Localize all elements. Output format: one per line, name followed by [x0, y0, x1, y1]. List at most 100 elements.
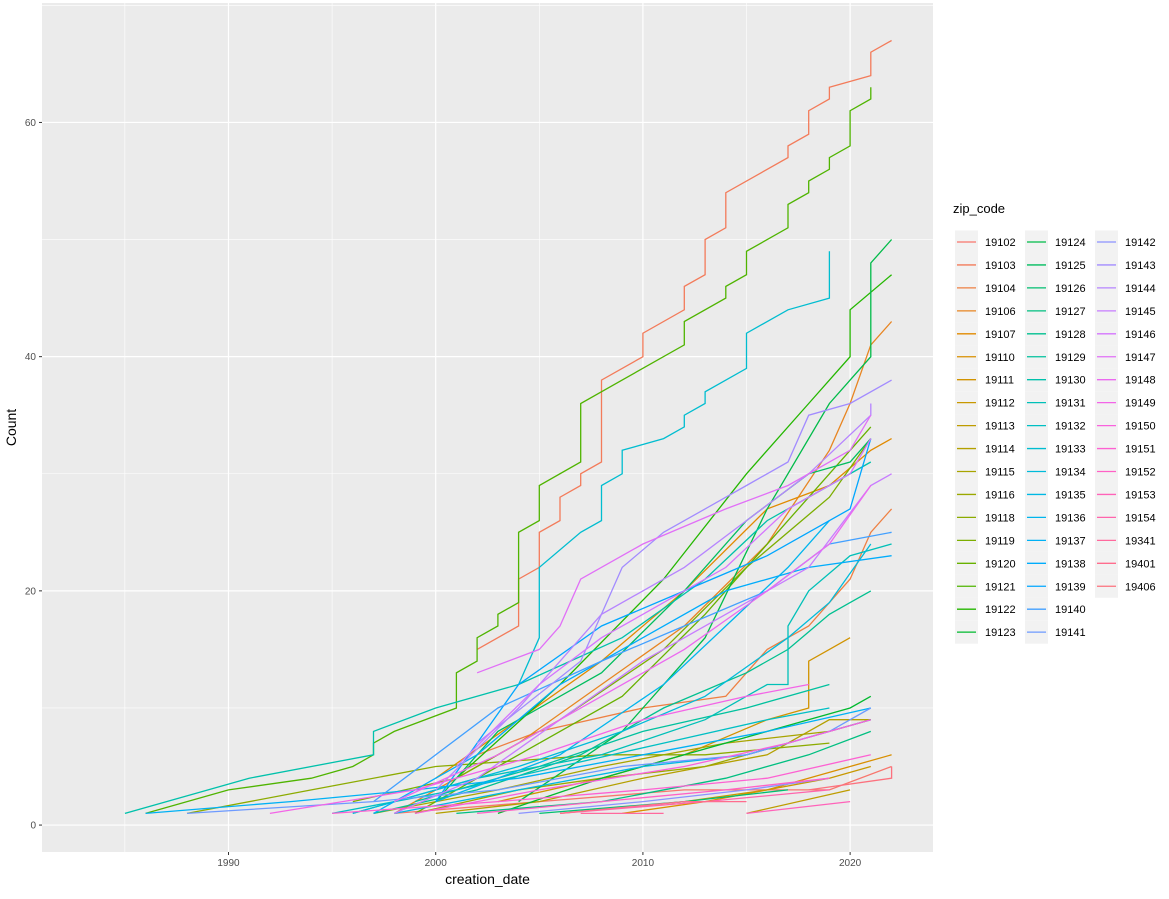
legend-label: 19147 [1125, 352, 1156, 364]
series-line-19131 [352, 543, 892, 815]
legend-item: 19122 [955, 597, 1016, 621]
y-tick-label: 0 [30, 821, 36, 832]
legend-item: 19128 [1025, 322, 1086, 346]
legend-label: 19123 [985, 627, 1016, 639]
legend-label: 19150 [1125, 421, 1156, 433]
legend-item: 19119 [955, 528, 1015, 552]
legend-label: 19104 [985, 283, 1016, 295]
legend-item: 19129 [1025, 345, 1086, 369]
series-line-19121 [145, 87, 872, 815]
legend-item: 19142 [1095, 230, 1156, 254]
legend-item: 19125 [1025, 253, 1086, 277]
legend-item: 19115 [955, 460, 1015, 483]
legend-item: 19136 [1025, 505, 1086, 529]
legend-item: 19149 [1095, 391, 1156, 415]
legend-item: 19131 [1025, 391, 1086, 415]
legend-label: 19131 [1055, 398, 1086, 410]
legend-label: 19145 [1125, 306, 1156, 318]
legend: zip_code 19102 19103 19104 19106 19107 19110 19… [953, 201, 1156, 644]
legend-label: 19135 [1055, 489, 1086, 501]
legend-item: 19143 [1095, 253, 1156, 277]
legend-label: 19122 [985, 604, 1016, 616]
legend-label: 19103 [985, 260, 1016, 272]
legend-item: 19154 [1095, 505, 1156, 529]
legend-item: 19114 [955, 437, 1015, 461]
legend-item: 19141 [1025, 620, 1086, 644]
legend-label: 19142 [1125, 237, 1156, 249]
legend-item: 19120 [955, 551, 1016, 575]
legend-item: 19110 [955, 345, 1015, 369]
legend-label: 19126 [1055, 283, 1086, 295]
plot-panel [42, 3, 933, 852]
legend-item: 19341 [1095, 528, 1156, 552]
legend-item: 19144 [1095, 276, 1156, 300]
legend-label: 19112 [985, 398, 1015, 410]
series-line-19127 [456, 730, 872, 815]
legend-item: 19137 [1025, 528, 1086, 552]
legend-item: 19116 [955, 482, 1015, 506]
series-line-19147 [476, 414, 872, 674]
legend-item: 19145 [1095, 299, 1156, 323]
legend-label: 19153 [1125, 489, 1156, 501]
legend-label: 19132 [1055, 421, 1086, 433]
series-line-19146 [455, 438, 872, 767]
legend-item: 19118 [955, 505, 1015, 529]
legend-label: 19116 [985, 489, 1015, 501]
series-line-19102 [394, 765, 892, 815]
series-line-19401 [559, 800, 747, 815]
series-line-19137 [145, 707, 871, 815]
legend-label: 19129 [1055, 352, 1086, 364]
series-line-19120 [414, 426, 872, 814]
y-tick-label: 40 [25, 352, 37, 363]
legend-item: 19150 [1095, 414, 1156, 438]
legend-label: 19139 [1055, 581, 1086, 593]
legend-item: 19113 [955, 414, 1015, 438]
legend-item: 19401 [1095, 551, 1156, 575]
legend-item: 19151 [1095, 437, 1156, 461]
y-tick-label: 60 [25, 118, 37, 129]
series-line-19149 [269, 683, 809, 815]
legend-item: 19147 [1095, 345, 1156, 369]
legend-item: 19135 [1025, 482, 1086, 506]
legend-item: 19406 [1095, 574, 1156, 598]
series-line-19113 [746, 789, 851, 815]
legend-label: 19138 [1055, 558, 1086, 570]
series-line-19124 [518, 239, 893, 803]
x-tick-label: 1990 [217, 858, 240, 869]
x-tick-label: 2020 [839, 858, 862, 869]
legend-label: 19115 [985, 467, 1015, 479]
series-line-19103 [476, 39, 892, 650]
legend-label: 19114 [985, 444, 1015, 456]
legend-item: 19138 [1025, 551, 1086, 575]
x-tick-label: 2000 [425, 858, 448, 869]
legend-label: 19141 [1055, 627, 1086, 639]
legend-label: 19118 [985, 512, 1015, 524]
series-line-19144 [435, 403, 872, 791]
series-line-19122 [455, 274, 893, 779]
legend-item: 19111 [955, 368, 1014, 392]
legend-label: 19111 [985, 375, 1014, 387]
legend-label: 19119 [985, 535, 1015, 547]
legend-item: 19102 [955, 230, 1016, 254]
legend-label: 19133 [1055, 444, 1086, 456]
legend-item: 19112 [955, 391, 1015, 415]
legend-item: 19121 [955, 574, 1016, 598]
legend-label: 19406 [1125, 581, 1156, 593]
legend-label: 19146 [1125, 329, 1156, 341]
legend-label: 19151 [1125, 444, 1156, 456]
legend-item: 19133 [1025, 437, 1086, 461]
series-line-19128 [373, 590, 872, 815]
series-line-19125 [435, 438, 872, 803]
x-tick-label: 2010 [632, 858, 655, 869]
legend-item: 19123 [955, 620, 1016, 644]
series-line-19142 [518, 777, 830, 815]
legend-item: 19134 [1025, 460, 1086, 483]
legend-label: 19102 [985, 237, 1016, 249]
legend-item: 19148 [1095, 368, 1156, 392]
legend-label: 19113 [985, 421, 1015, 433]
legend-item: 19130 [1025, 368, 1086, 392]
legend-label: 19106 [985, 306, 1016, 318]
series-line-19151 [332, 754, 871, 815]
series-line-19150 [414, 719, 871, 815]
